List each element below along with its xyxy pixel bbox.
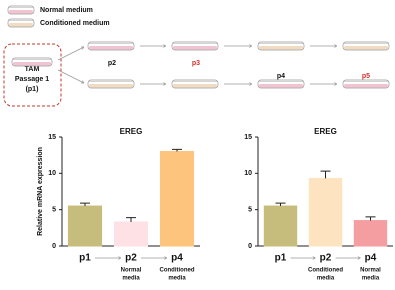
dish-medium — [9, 23, 33, 27]
x-sublabel: media — [168, 276, 186, 282]
bar — [263, 205, 298, 247]
arrow — [57, 69, 85, 84]
x-sublabel: Normal — [360, 268, 381, 274]
arrow-head — [163, 82, 167, 86]
arrow-head — [312, 256, 316, 260]
dish-medium — [344, 46, 388, 50]
passage-label: p5 — [362, 73, 370, 80]
y-tick-label: 15 — [244, 134, 252, 141]
arrow-head — [164, 256, 168, 260]
x-tick-label: p2 — [320, 253, 332, 264]
error-bar — [80, 202, 90, 207]
x-tick-label: p4 — [171, 253, 183, 264]
dish-medium — [13, 62, 51, 66]
arrow-head — [334, 82, 338, 86]
source-box — [3, 43, 62, 107]
legend-label: Normal medium — [40, 7, 93, 14]
chart-title: EREG — [120, 127, 143, 136]
error-bar — [320, 170, 331, 179]
arrow-head — [334, 44, 338, 48]
error-bar — [172, 148, 182, 152]
y-tick-label: 10 — [48, 170, 56, 177]
error-bar — [126, 217, 136, 223]
arrow — [57, 46, 85, 61]
arrow-head — [118, 256, 122, 260]
y-tick-label: 15 — [48, 134, 56, 141]
arrow-head — [249, 44, 253, 48]
y-axis-label: Relative mRNA expression — [37, 147, 44, 236]
y-tick-label: 5 — [52, 207, 56, 214]
legend-label: Conditioned medium — [40, 20, 110, 27]
y-tick-label: 0 — [52, 243, 56, 250]
source-label: Passage 1 — [15, 76, 49, 83]
error-bar — [365, 216, 376, 221]
passage-label: p3 — [192, 60, 200, 67]
dish-medium — [259, 46, 303, 50]
chart-title: EREG — [314, 127, 337, 136]
source-label: (p1) — [26, 86, 39, 93]
x-sublabel: Conditioned — [308, 268, 343, 274]
passage-label: p2 — [108, 60, 116, 67]
x-tick-label: p2 — [125, 253, 137, 264]
bar — [159, 151, 195, 247]
x-sublabel: Normal — [121, 268, 142, 274]
x-sublabel: media — [317, 276, 335, 282]
bar — [67, 205, 103, 247]
bar — [113, 221, 149, 247]
x-tick-label: p4 — [365, 253, 377, 264]
x-tick-label: p1 — [275, 253, 287, 264]
arrow-head — [163, 44, 167, 48]
y-tick-label: 5 — [248, 207, 252, 214]
x-tick-label: p1 — [79, 253, 91, 264]
dish-medium — [89, 46, 133, 50]
x-sublabel: media — [122, 276, 140, 282]
bar — [308, 177, 343, 247]
error-bar — [275, 202, 286, 207]
dish-medium — [173, 46, 217, 50]
arrow-head — [357, 256, 361, 260]
bar — [353, 220, 388, 247]
x-sublabel: media — [362, 276, 380, 282]
dish-medium — [344, 84, 388, 88]
dish-medium — [259, 84, 303, 88]
y-tick-label: 0 — [248, 243, 252, 250]
arrow-head — [80, 80, 85, 84]
x-sublabel: Conditioned — [160, 268, 195, 274]
passage-label: p4 — [277, 73, 285, 80]
y-tick-label: 10 — [244, 170, 252, 177]
dish-medium — [89, 84, 133, 88]
source-label: TAM — [25, 66, 40, 73]
arrow-head — [249, 82, 253, 86]
dish-medium — [9, 10, 33, 14]
dish-medium — [173, 84, 217, 88]
arrow-head — [80, 46, 85, 50]
